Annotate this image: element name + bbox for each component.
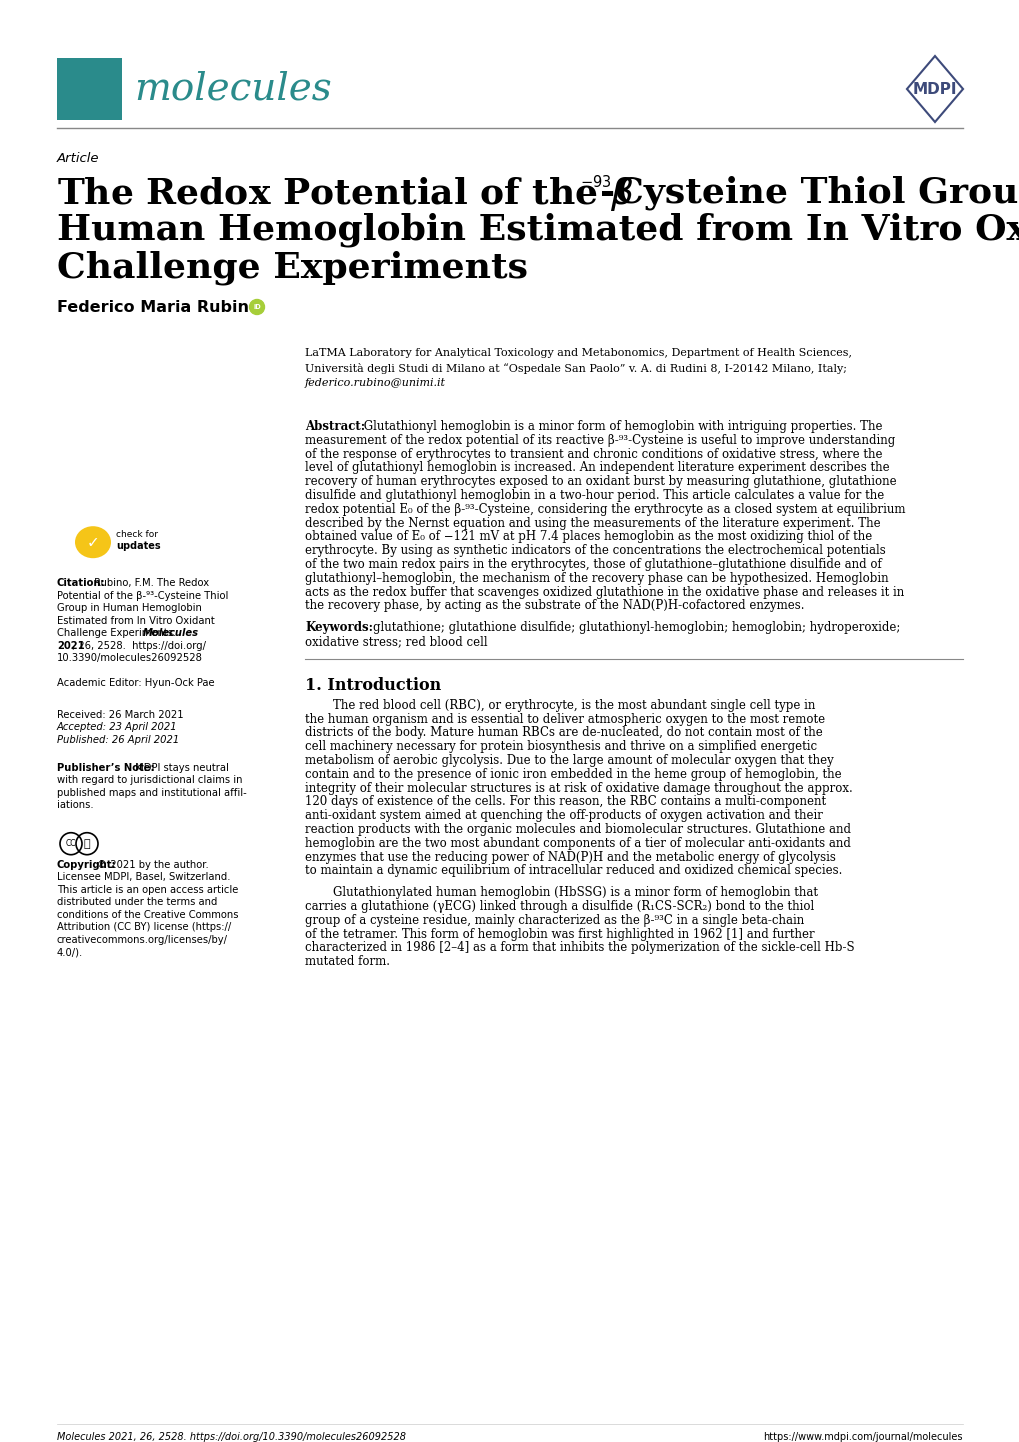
Text: characterized in 1986 [2–4] as a form that inhibits the polymerization of the si: characterized in 1986 [2–4] as a form th… [305, 942, 854, 955]
Text: © 2021 by the author.: © 2021 by the author. [95, 859, 209, 870]
Text: ⓑ: ⓑ [84, 839, 91, 849]
Text: molecules: molecules [133, 71, 331, 108]
Text: Estimated from In Vitro Oxidant: Estimated from In Vitro Oxidant [57, 616, 215, 626]
Circle shape [250, 300, 264, 314]
Text: redox potential E₀ of the β-⁹³-Cysteine, considering the erythrocyte as a closed: redox potential E₀ of the β-⁹³-Cysteine,… [305, 503, 905, 516]
Text: to maintain a dynamic equilibrium of intracellular reduced and oxidized chemical: to maintain a dynamic equilibrium of int… [305, 864, 842, 877]
Text: Challenge Experiments.: Challenge Experiments. [57, 629, 179, 639]
Text: 2021: 2021 [57, 640, 85, 650]
Text: ✓: ✓ [87, 535, 99, 549]
Text: with regard to jurisdictional claims in: with regard to jurisdictional claims in [57, 776, 243, 786]
Text: Published: 26 April 2021: Published: 26 April 2021 [57, 735, 179, 744]
Text: Attribution (CC BY) license (https://: Attribution (CC BY) license (https:// [57, 923, 231, 932]
Text: updates: updates [116, 541, 160, 551]
Text: districts of the body. Mature human RBCs are de-nucleated, do not contain most o: districts of the body. Mature human RBCs… [305, 727, 822, 740]
Text: Glutathionyl hemoglobin is a minor form of hemoglobin with intriguing properties: Glutathionyl hemoglobin is a minor form … [360, 420, 881, 433]
Text: Molecules: Molecules [143, 629, 199, 639]
Text: iations.: iations. [57, 800, 94, 810]
Text: iD: iD [253, 304, 261, 310]
Text: mutated form.: mutated form. [305, 955, 389, 968]
Text: cell machinery necessary for protein biosynthesis and thrive on a simplified ene: cell machinery necessary for protein bio… [305, 740, 816, 753]
Text: conditions of the Creative Commons: conditions of the Creative Commons [57, 910, 238, 920]
Text: reaction products with the organic molecules and biomolecular structures. Glutat: reaction products with the organic molec… [305, 823, 850, 836]
Text: Group in Human Hemoglobin: Group in Human Hemoglobin [57, 603, 202, 613]
Text: obtained value of E₀ of −121 mV at pH 7.4 places hemoglobin as the most oxidizin: obtained value of E₀ of −121 mV at pH 7.… [305, 531, 871, 544]
Text: distributed under the terms and: distributed under the terms and [57, 897, 217, 907]
Text: check for: check for [116, 531, 158, 539]
Text: measurement of the redox potential of its reactive β-⁹³-Cysteine is useful to im: measurement of the redox potential of it… [305, 434, 895, 447]
Text: recovery of human erythrocytes exposed to an oxidant burst by measuring glutathi: recovery of human erythrocytes exposed t… [305, 476, 896, 489]
Text: of the tetramer. This form of hemoglobin was first highlighted in 1962 [1] and f: of the tetramer. This form of hemoglobin… [305, 927, 814, 940]
Text: MDPI: MDPI [912, 82, 956, 97]
Text: enzymes that use the reducing power of NAD(P)H and the metabolic energy of glyco: enzymes that use the reducing power of N… [305, 851, 835, 864]
Text: the human organism and is essential to deliver atmospheric oxygen to the most re: the human organism and is essential to d… [305, 712, 824, 725]
Text: glutathione; glutathione disulfide; glutathionyl-hemoglobin; hemoglobin; hydrope: glutathione; glutathione disulfide; glut… [373, 622, 900, 634]
Text: Keywords:: Keywords: [305, 622, 373, 634]
Text: Challenge Experiments: Challenge Experiments [57, 251, 528, 286]
Text: federico.rubino@unimi.it: federico.rubino@unimi.it [305, 378, 445, 388]
Text: Citation:: Citation: [57, 578, 106, 588]
Text: group of a cysteine residue, mainly characterized as the β-⁹³C in a single beta-: group of a cysteine residue, mainly char… [305, 914, 803, 927]
Text: disulfide and glutathionyl hemoglobin in a two-hour period. This article calcula: disulfide and glutathionyl hemoglobin in… [305, 489, 883, 502]
Text: 10.3390/molecules26092528: 10.3390/molecules26092528 [57, 653, 203, 663]
Text: Publisher’s Note:: Publisher’s Note: [57, 763, 155, 773]
Text: The Redox Potential of the $\beta$: The Redox Potential of the $\beta$ [57, 174, 634, 213]
Text: glutathionyl–hemoglobin, the mechanism of the recovery phase can be hypothesized: glutathionyl–hemoglobin, the mechanism o… [305, 572, 888, 585]
Text: Università degli Studi di Milano at “Ospedale San Paolo” v. A. di Rudini 8, I-20: Università degli Studi di Milano at “Osp… [305, 363, 846, 373]
Text: the recovery phase, by acting as the substrate of the NAD(P)H-cofactored enzymes: the recovery phase, by acting as the sub… [305, 600, 804, 613]
Text: LaTMA Laboratory for Analytical Toxicology and Metabonomics, Department of Healt: LaTMA Laboratory for Analytical Toxicolo… [305, 348, 851, 358]
Text: Abstract:: Abstract: [305, 420, 365, 433]
Text: https://www.mdpi.com/journal/molecules: https://www.mdpi.com/journal/molecules [763, 1432, 962, 1442]
Text: described by the Nernst equation and using the measurements of the literature ex: described by the Nernst equation and usi… [305, 516, 879, 529]
Text: Copyright:: Copyright: [57, 859, 116, 870]
Text: Potential of the β-⁹³-Cysteine Thiol: Potential of the β-⁹³-Cysteine Thiol [57, 591, 228, 601]
Text: metabolism of aerobic glycolysis. Due to the large amount of molecular oxygen th: metabolism of aerobic glycolysis. Due to… [305, 754, 833, 767]
Text: erythrocyte. By using as synthetic indicators of the concentrations the electroc: erythrocyte. By using as synthetic indic… [305, 544, 884, 557]
Text: This article is an open access article: This article is an open access article [57, 885, 238, 894]
Text: anti-oxidant system aimed at quenching the off-products of oxygen activation and: anti-oxidant system aimed at quenching t… [305, 809, 822, 822]
FancyBboxPatch shape [57, 58, 122, 120]
Text: integrity of their molecular structures is at risk of oxidative damage throughou: integrity of their molecular structures … [305, 782, 852, 795]
Text: 4.0/).: 4.0/). [57, 947, 84, 957]
Text: Human Hemoglobin Estimated from In Vitro Oxidant: Human Hemoglobin Estimated from In Vitro… [57, 213, 1019, 247]
Text: Molecules 2021, 26, 2528. https://doi.org/10.3390/molecules26092528: Molecules 2021, 26, 2528. https://doi.or… [57, 1432, 406, 1442]
Text: hemoglobin are the two most abundant components of a tier of molecular anti-oxid: hemoglobin are the two most abundant com… [305, 836, 850, 849]
Text: Rubino, F.M. The Redox: Rubino, F.M. The Redox [91, 578, 209, 588]
Text: MDPI stays neutral: MDPI stays neutral [131, 763, 228, 773]
Text: level of glutathionyl hemoglobin is increased. An independent literature experim: level of glutathionyl hemoglobin is incr… [305, 461, 889, 474]
Text: creativecommons.org/licenses/by/: creativecommons.org/licenses/by/ [57, 934, 228, 945]
Text: -Cysteine Thiol Group in: -Cysteine Thiol Group in [599, 174, 1019, 209]
Text: Academic Editor: Hyun-Ock Pae: Academic Editor: Hyun-Ock Pae [57, 678, 214, 688]
Text: of the two main redox pairs in the erythrocytes, those of glutathione–glutathion: of the two main redox pairs in the eryth… [305, 558, 880, 571]
Text: Licensee MDPI, Basel, Switzerland.: Licensee MDPI, Basel, Switzerland. [57, 872, 230, 883]
Text: , 26, 2528.  https://doi.org/: , 26, 2528. https://doi.org/ [72, 640, 206, 650]
Text: contain and to the presence of ionic iron embedded in the heme group of hemoglob: contain and to the presence of ionic iro… [305, 767, 841, 780]
Text: CC: CC [65, 839, 76, 848]
Text: $^{-93}$: $^{-93}$ [580, 177, 611, 198]
Text: Glutathionylated human hemoglobin (HbSSG) is a minor form of hemoglobin that: Glutathionylated human hemoglobin (HbSSG… [332, 887, 817, 900]
Ellipse shape [75, 526, 111, 558]
Text: oxidative stress; red blood cell: oxidative stress; red blood cell [305, 634, 487, 647]
Text: 1. Introduction: 1. Introduction [305, 676, 441, 694]
Text: Article: Article [57, 151, 100, 164]
Text: Federico Maria Rubino: Federico Maria Rubino [57, 300, 260, 314]
Text: Accepted: 23 April 2021: Accepted: 23 April 2021 [57, 722, 177, 733]
Text: acts as the redox buffer that scavenges oxidized glutathione in the oxidative ph: acts as the redox buffer that scavenges … [305, 585, 904, 598]
Text: Received: 26 March 2021: Received: 26 March 2021 [57, 709, 183, 720]
Text: of the response of erythrocytes to transient and chronic conditions of oxidative: of the response of erythrocytes to trans… [305, 447, 881, 460]
Text: The red blood cell (RBC), or erythrocyte, is the most abundant single cell type : The red blood cell (RBC), or erythrocyte… [332, 699, 814, 712]
Text: 120 days of existence of the cells. For this reason, the RBC contains a multi-co: 120 days of existence of the cells. For … [305, 796, 825, 809]
Text: published maps and institutional affil-: published maps and institutional affil- [57, 787, 247, 797]
Text: carries a glutathione (γECG) linked through a disulfide (R₁CS-SCR₂) bond to the : carries a glutathione (γECG) linked thro… [305, 900, 813, 913]
